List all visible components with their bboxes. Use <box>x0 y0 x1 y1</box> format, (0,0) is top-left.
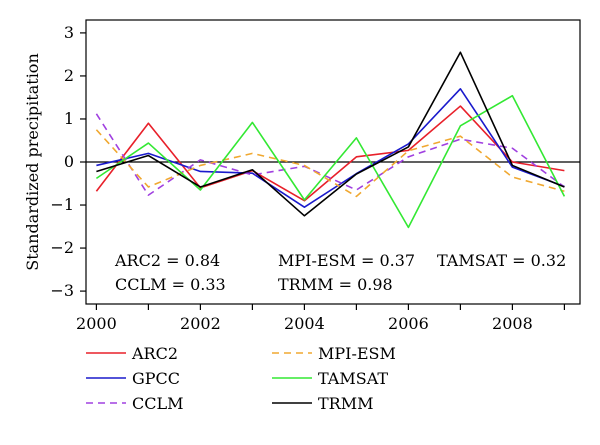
annotations: ARC2 = 0.84 CCLM = 0.33 MPI-ESM = 0.37 TRMM… <box>114 251 566 294</box>
annotation-cclm: CCLM = 0.33 <box>115 275 226 294</box>
x-tick-label: 2004 <box>284 314 325 333</box>
legend-label-mpi-esm: MPI-ESM <box>318 344 396 363</box>
annotation-trmm: TRMM = 0.98 <box>278 275 393 294</box>
x-tick-label: 2002 <box>180 314 221 333</box>
y-tick-label: −3 <box>50 281 74 300</box>
annotation-tamsat: TAMSAT = 0.32 <box>437 251 566 270</box>
y-tick-label: −2 <box>50 238 74 257</box>
annotation-arc2: ARC2 = 0.84 <box>114 251 220 270</box>
annotation-mpi-esm: MPI-ESM = 0.37 <box>278 251 415 270</box>
series-tamsat-line <box>95 94 566 229</box>
y-tick-label: 0 <box>64 152 74 171</box>
y-tick-label: −1 <box>50 195 74 214</box>
y-tick-label: 1 <box>64 109 74 128</box>
series-cclm-line <box>95 113 565 196</box>
legend-label-cclm: CCLM <box>132 394 184 413</box>
x-tick-label: 2008 <box>492 314 533 333</box>
x-tick-label: 2000 <box>76 314 117 333</box>
y-tick-label: 3 <box>64 23 74 42</box>
legend-label-trmm: TRMM <box>318 394 373 413</box>
series-mpi-esm-line <box>95 129 565 198</box>
x-tick-label: 2006 <box>388 314 429 333</box>
legend-label-tamsat: TAMSAT <box>318 369 388 388</box>
series-trmm-line <box>96 51 565 217</box>
series-gpcc-line <box>96 88 565 208</box>
series-lines <box>95 51 566 229</box>
legend-label-gpcc: GPCC <box>132 369 180 388</box>
y-axis-label: Standardized precipitation <box>23 53 42 271</box>
y-tick-label: 2 <box>64 66 74 85</box>
legend-label-arc2: ARC2 <box>131 344 178 363</box>
legend: ARC2 GPCC CCLM MPI-ESM TAMSAT TRMM <box>86 344 396 413</box>
series-arc2-line <box>95 105 565 202</box>
